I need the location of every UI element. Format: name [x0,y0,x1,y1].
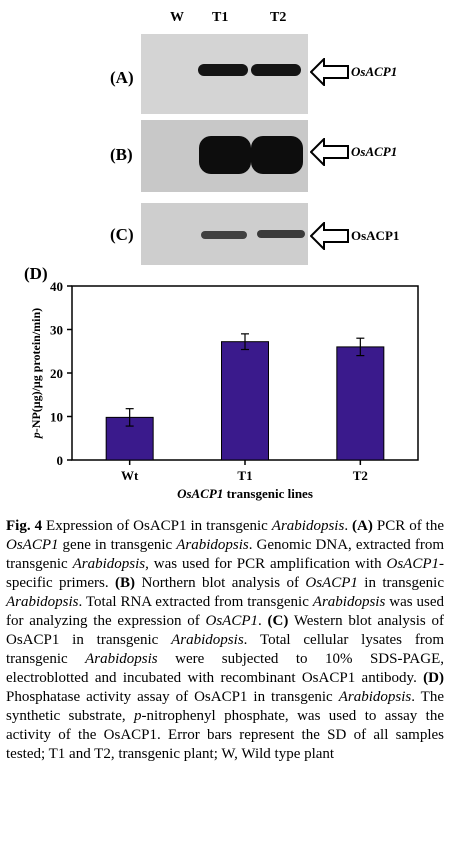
panel-label-b: (B) [110,145,133,164]
band-b-t2 [251,136,303,174]
panel-label-a: (A) [110,68,134,87]
y-tick-label: 10 [50,410,63,425]
left-arrow-icon [310,58,349,86]
arrow-c: OsACP1 [310,222,450,250]
arrow-a: OsACP1 [310,58,450,86]
band-a-t2 [251,64,301,76]
lane-label-t2: T2 [270,10,287,25]
activity-bar-chart: 0 10 20 30 40 Wt T1 T2 OsACP1 transgenic lines p-… [29,279,419,501]
left-arrow-icon [310,138,349,166]
band-c-t1 [201,231,247,239]
band-c-t2 [257,230,305,238]
blot-image-b [141,120,308,192]
blot-image-c [141,203,308,265]
y-tick-label: 40 [50,279,63,294]
bar [336,346,385,461]
y-tick-label: 20 [50,366,63,381]
arrow-label-a: OsACP1 [351,64,398,79]
lane-labels: W T1 T2 [0,10,452,34]
y-axis-label: p-NP(μg)/μg protein/min) [29,308,43,439]
x-tick-label: T2 [353,468,368,483]
arrow-b: OsACP1 [310,138,450,166]
caption-fig-label: Fig. 4 [6,518,43,534]
arrow-label-c: OsACP1 [351,228,400,243]
blot-image-a [141,34,308,114]
x-axis-label: OsACP1 transgenic lines [177,486,313,501]
panel-label-c: (C) [110,225,134,244]
figure-caption: Fig. 4 Expression of OsACP1 in transgeni… [6,518,445,762]
band-a-t1 [198,64,248,76]
lane-label-w: W [170,10,184,25]
lane-label-t1: T1 [212,10,229,25]
x-tick-label: T1 [237,468,252,483]
x-tick-label: Wt [121,468,139,483]
y-tick-label: 0 [57,453,64,468]
panel-label-d: (D) [24,264,48,283]
y-tick-label: 30 [50,323,63,338]
bar [221,341,269,461]
band-b-t1 [199,136,251,174]
left-arrow-icon [310,222,349,250]
arrow-label-b: OsACP1 [351,144,398,159]
